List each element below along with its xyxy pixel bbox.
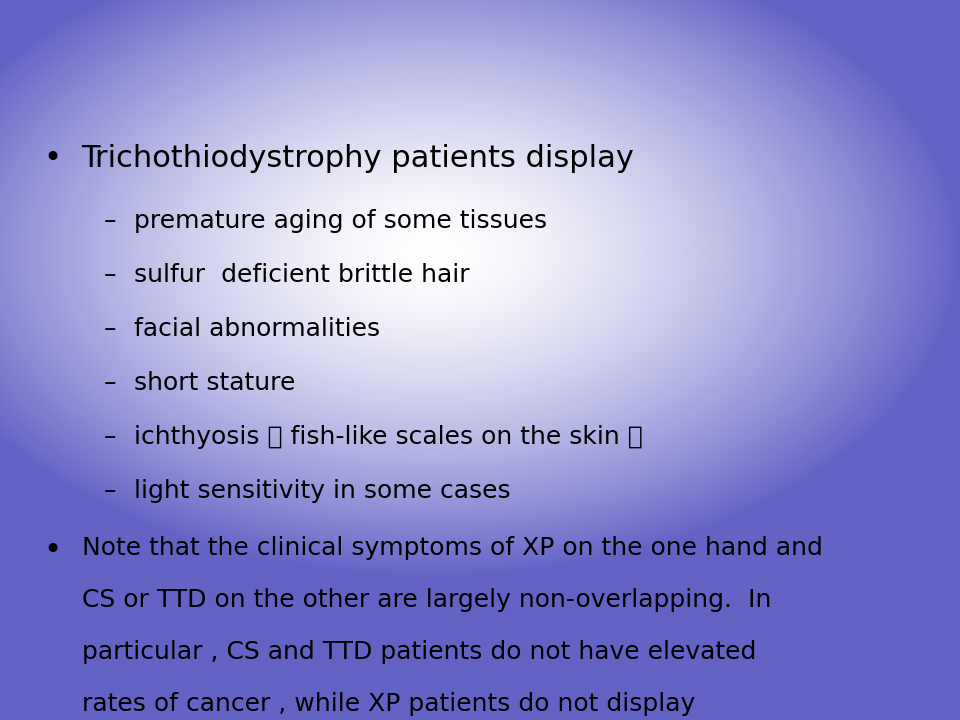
Text: –: –: [104, 263, 117, 287]
Text: premature aging of some tissues: premature aging of some tissues: [134, 209, 547, 233]
Text: light sensitivity in some cases: light sensitivity in some cases: [134, 479, 511, 503]
Text: facial abnormalities: facial abnormalities: [134, 317, 380, 341]
Text: •: •: [44, 536, 61, 565]
Text: –: –: [104, 479, 117, 503]
Text: –: –: [104, 209, 117, 233]
Text: •: •: [44, 144, 61, 173]
Text: –: –: [104, 425, 117, 449]
Text: rates of cancer , while XP patients do not display: rates of cancer , while XP patients do n…: [82, 692, 695, 716]
Text: CS or TTD on the other are largely non-overlapping.  In: CS or TTD on the other are largely non-o…: [82, 588, 771, 612]
Text: ichthyosis （ fish-like scales on the skin ）: ichthyosis （ fish-like scales on the ski…: [134, 425, 643, 449]
Text: Trichothiodystrophy patients display: Trichothiodystrophy patients display: [82, 144, 635, 173]
Text: –: –: [104, 371, 117, 395]
Text: short stature: short stature: [134, 371, 296, 395]
Text: Note that the clinical symptoms of XP on the one hand and: Note that the clinical symptoms of XP on…: [82, 536, 823, 560]
Text: sulfur  deficient brittle hair: sulfur deficient brittle hair: [134, 263, 470, 287]
Text: –: –: [104, 317, 117, 341]
Text: particular , CS and TTD patients do not have elevated: particular , CS and TTD patients do not …: [82, 640, 756, 664]
